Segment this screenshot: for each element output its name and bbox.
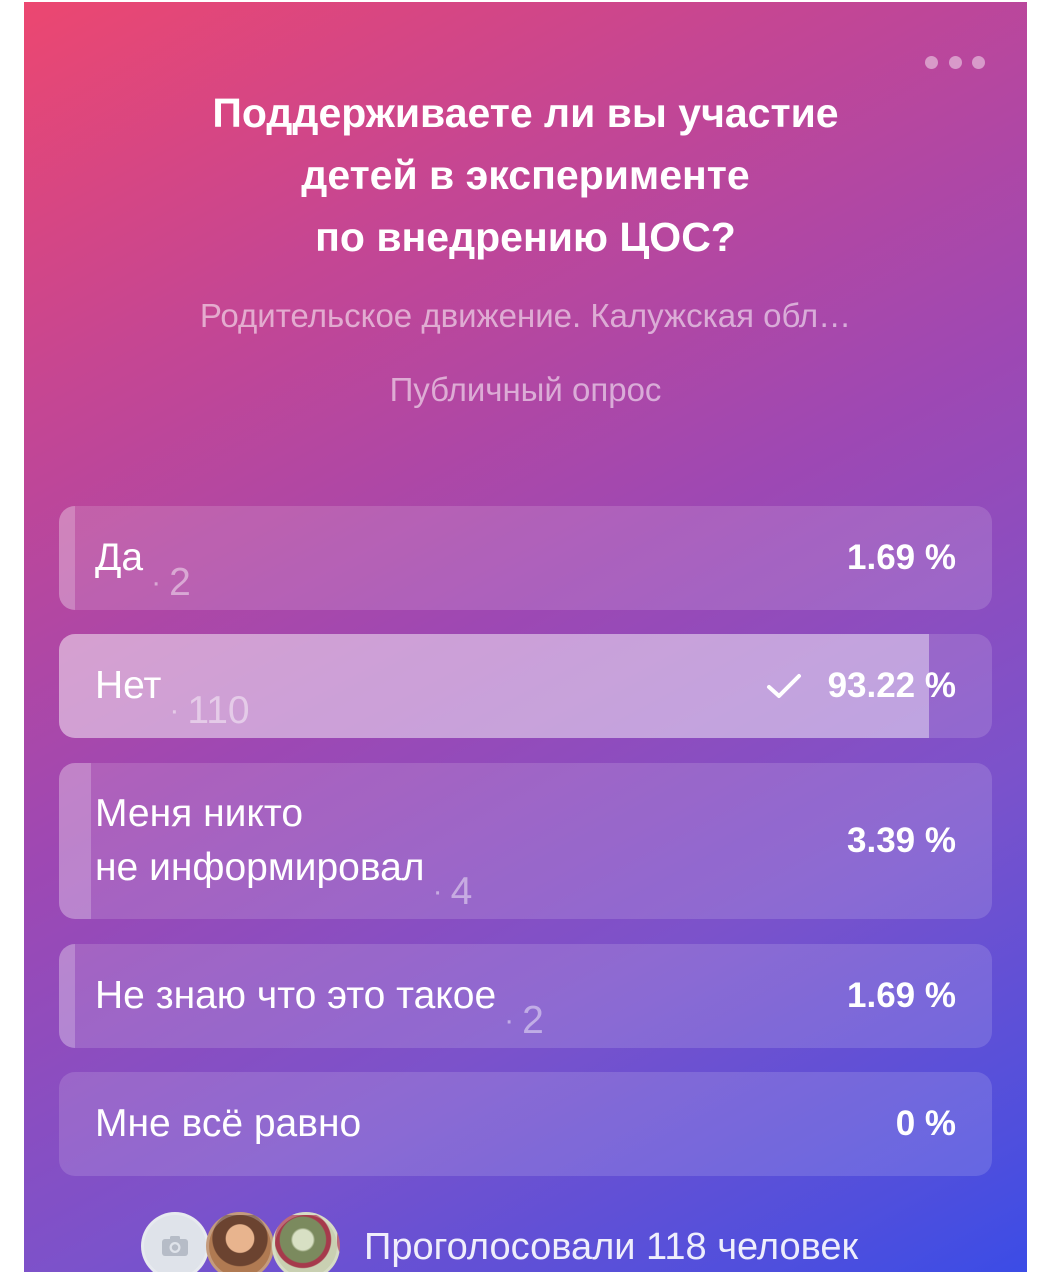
option-result-bar bbox=[59, 763, 91, 919]
camera-icon[interactable] bbox=[141, 1212, 209, 1272]
option-separator: · bbox=[151, 566, 162, 599]
poll-option[interactable]: Меня никто не информировал · 4 3.39 % bbox=[59, 763, 992, 919]
poll-option[interactable]: Не знаю что это такое · 2 1.69 % bbox=[59, 944, 992, 1048]
option-vote-count: 110 bbox=[187, 689, 250, 732]
more-horizontal-icon bbox=[972, 55, 985, 69]
poll-author-link[interactable]: Родительское движение. Калужская обл… bbox=[199, 297, 852, 334]
option-vote-count: 2 bbox=[522, 999, 544, 1042]
option-separator: · bbox=[169, 694, 180, 727]
checkmark-icon bbox=[766, 674, 801, 698]
option-label: Да bbox=[95, 536, 144, 579]
voter-avatar[interactable] bbox=[272, 1212, 340, 1272]
more-horizontal-icon bbox=[925, 55, 938, 69]
option-label: Не знаю что это такое bbox=[95, 974, 497, 1017]
poll-question: Поддерживаете ли вы участие детей в эксп… bbox=[212, 90, 839, 260]
option-label: Меня никто не информировал bbox=[95, 792, 425, 889]
option-percent: 0 % bbox=[895, 1104, 956, 1143]
voter-avatar[interactable] bbox=[206, 1212, 274, 1272]
option-percent: 3.39 % bbox=[847, 821, 956, 860]
poll-card: Поддерживаете ли вы участие детей в эксп… bbox=[24, 2, 1027, 1272]
option-separator: · bbox=[432, 875, 443, 908]
option-percent: 1.69 % bbox=[847, 976, 956, 1015]
option-label: Мне всё равно bbox=[95, 1102, 362, 1145]
poll-option-selected[interactable]: Нет · 110 93.22 % bbox=[59, 634, 992, 738]
option-percent: 93.22 % bbox=[827, 666, 956, 705]
option-result-bar bbox=[59, 634, 929, 738]
option-result-bar bbox=[59, 506, 75, 610]
option-percent: 1.69 % bbox=[847, 538, 956, 577]
voters-count-link[interactable]: Проголосовали 118 человек bbox=[364, 1226, 859, 1268]
option-vote-count: 4 bbox=[450, 870, 473, 913]
option-result-bar bbox=[59, 944, 75, 1048]
option-vote-count: 2 bbox=[169, 561, 191, 604]
poll-option[interactable]: Мне всё равно 0 % bbox=[59, 1072, 992, 1176]
more-options-button[interactable] bbox=[925, 52, 985, 72]
more-horizontal-icon bbox=[948, 55, 962, 69]
poll-footer: Проголосовали 118 человек bbox=[24, 1212, 1027, 1272]
camera-icon bbox=[162, 1236, 188, 1256]
option-separator: · bbox=[504, 1004, 515, 1037]
poll-option[interactable]: Да · 2 1.69 % bbox=[59, 506, 992, 610]
poll-type: Публичный опрос bbox=[389, 371, 662, 408]
option-label: Нет bbox=[95, 664, 162, 707]
